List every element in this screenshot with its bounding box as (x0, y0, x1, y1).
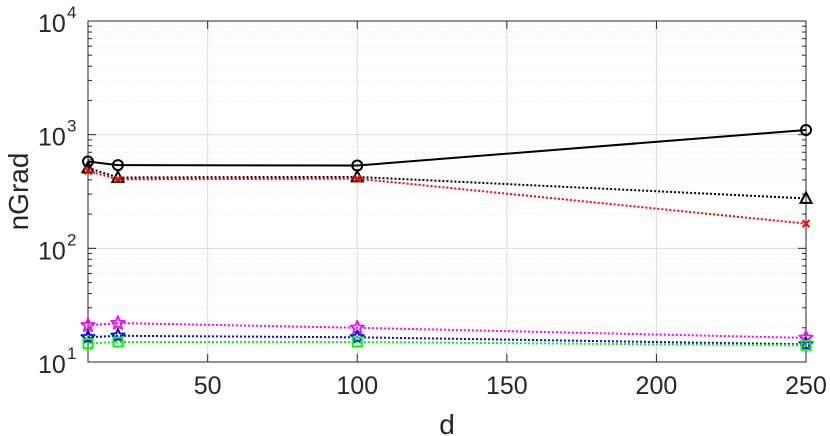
y-tick-label: 10 (38, 237, 66, 265)
x-axis-title: d (439, 409, 455, 436)
x-tick-label: 250 (785, 372, 827, 400)
series-line (87, 334, 807, 346)
plot-area (87, 20, 807, 363)
y-tick-label: 10 (38, 351, 66, 379)
y-axis-title: nGrad (3, 153, 34, 231)
data-point (82, 338, 94, 350)
y-tick-exponent: 1 (67, 344, 76, 363)
series-group (80, 123, 814, 351)
grid (88, 20, 807, 363)
x-tick-label: 50 (194, 372, 222, 400)
data-point (113, 175, 123, 184)
y-tick-exponent: 3 (67, 117, 76, 136)
series-line (87, 166, 807, 200)
series-2 (80, 159, 814, 204)
y-tick-label: 10 (38, 124, 66, 152)
data-point (112, 336, 124, 348)
x-tick-label: 200 (636, 372, 678, 400)
data-point (351, 336, 363, 348)
y-tick-exponent: 2 (67, 230, 76, 249)
data-point (80, 317, 96, 332)
x-tick-label: 100 (336, 372, 378, 400)
data-point (353, 174, 362, 183)
data-point (110, 315, 126, 330)
series-5 (80, 327, 814, 351)
series-4 (80, 315, 814, 345)
x-tick-label: 150 (486, 372, 528, 400)
series-line (87, 169, 807, 225)
series-1 (82, 123, 812, 172)
y-tick-exponent: 4 (67, 3, 76, 22)
data-point (83, 166, 93, 176)
series-3 (83, 166, 811, 228)
data-point (82, 155, 94, 168)
data-point (110, 327, 126, 343)
y-tick-label: 10 (38, 10, 66, 38)
data-point (349, 329, 365, 344)
data-point (80, 329, 96, 344)
series-line (87, 340, 807, 347)
data-point (800, 123, 812, 136)
series-line (87, 322, 807, 339)
data-point (798, 190, 814, 204)
series-line (87, 128, 807, 167)
series-6 (82, 336, 812, 351)
data-point (800, 339, 812, 351)
data-point (801, 219, 811, 228)
